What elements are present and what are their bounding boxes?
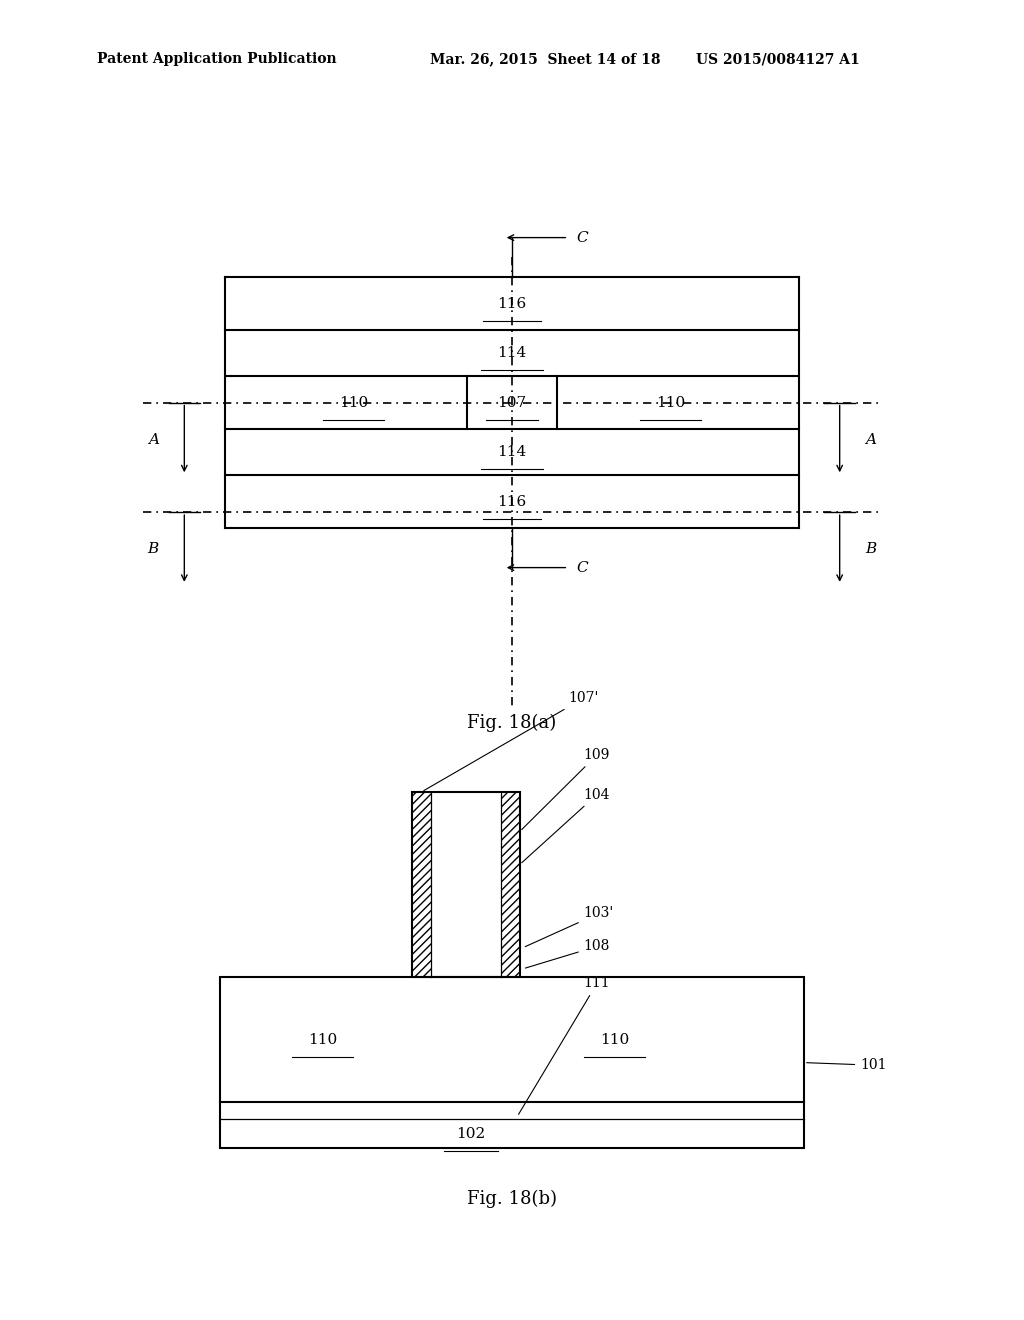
Text: 110: 110 [308, 1032, 337, 1047]
Text: 114: 114 [498, 346, 526, 360]
Bar [502, 792, 520, 977]
Text: 116: 116 [498, 495, 526, 508]
Text: 101: 101 [807, 1059, 887, 1072]
Text: Patent Application Publication: Patent Application Publication [97, 53, 337, 66]
Text: A: A [865, 433, 877, 446]
Text: B: B [147, 543, 159, 556]
Text: C: C [577, 231, 588, 244]
Text: Mar. 26, 2015  Sheet 14 of 18: Mar. 26, 2015 Sheet 14 of 18 [430, 53, 660, 66]
Text: 102: 102 [457, 1127, 485, 1140]
Text: 110: 110 [600, 1032, 629, 1047]
Text: B: B [865, 543, 877, 556]
Text: 104: 104 [522, 788, 610, 863]
Text: 114: 114 [498, 445, 526, 459]
Text: C: C [577, 561, 588, 574]
Bar [412, 792, 431, 977]
Text: 110: 110 [656, 396, 685, 409]
Text: 116: 116 [498, 297, 526, 310]
Text: 111: 111 [518, 977, 610, 1114]
Text: 107: 107 [498, 396, 526, 409]
Text: A: A [147, 433, 159, 446]
Bar [412, 792, 520, 977]
Text: 109: 109 [521, 748, 610, 830]
Text: 108: 108 [525, 940, 610, 968]
Bar [220, 977, 804, 1148]
Text: 103': 103' [525, 907, 614, 946]
Text: 107': 107' [424, 692, 599, 791]
Text: Fig. 18(a): Fig. 18(a) [467, 714, 557, 733]
Text: US 2015/0084127 A1: US 2015/0084127 A1 [696, 53, 860, 66]
Text: Fig. 18(b): Fig. 18(b) [467, 1189, 557, 1208]
Text: 110: 110 [339, 396, 368, 409]
